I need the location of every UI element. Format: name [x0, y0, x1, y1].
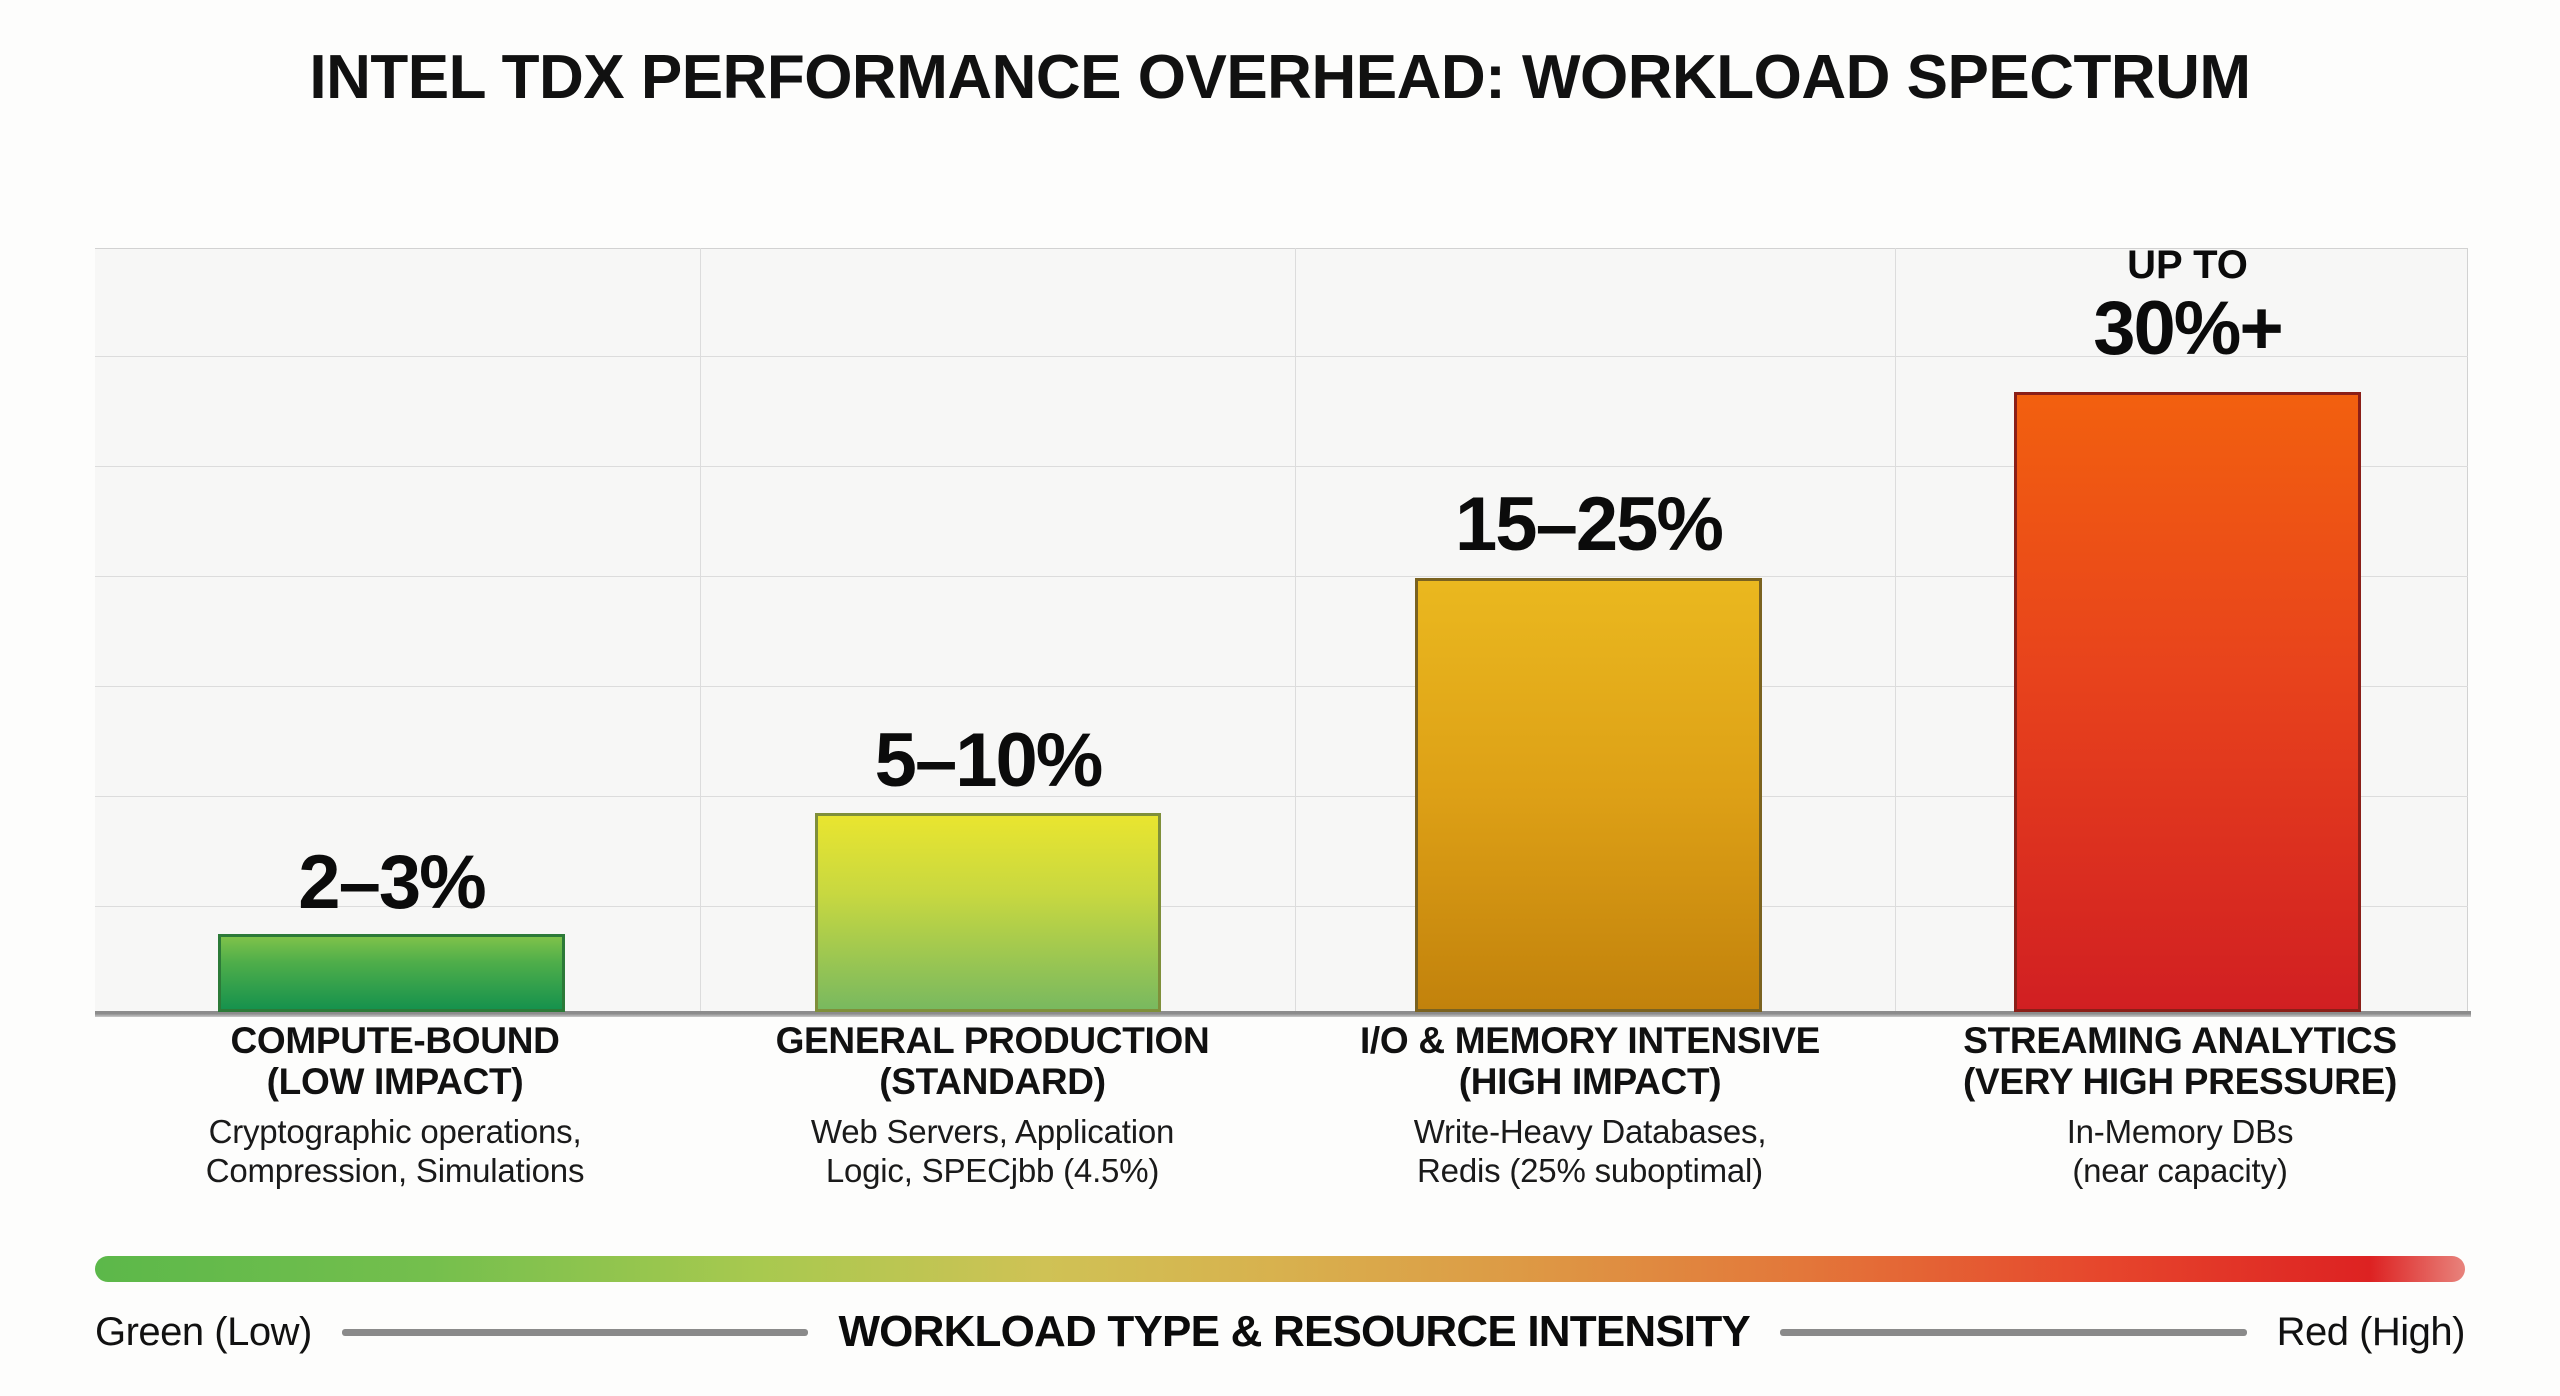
category-description: Web Servers, Application Logic, SPECjbb … — [695, 1113, 1290, 1191]
bar-value-label-general-production: 5–10% — [815, 723, 1161, 799]
gridline-horizontal — [95, 466, 2468, 467]
gridline-horizontal — [95, 356, 2468, 357]
bar-value-kicker: UP TO — [2127, 243, 2248, 287]
category-desc-line1: Cryptographic operations, — [208, 1112, 582, 1150]
bar-value-text: 15–25% — [1455, 482, 1724, 567]
gridline-vertical — [1895, 248, 1896, 1012]
x-axis-category-labels: COMPUTE-BOUND (LOW IMPACT) Cryptographic… — [95, 1020, 2471, 1200]
category-description: Write-Heavy Databases, Redis (25% subopt… — [1290, 1113, 1890, 1191]
category-title: COMPUTE-BOUND (LOW IMPACT) — [95, 1020, 695, 1103]
gridline-horizontal — [95, 796, 2468, 797]
category-title: STREAMING ANALYTICS (VERY HIGH PRESSURE) — [1885, 1020, 2475, 1103]
category-compute-bound: COMPUTE-BOUND (LOW IMPACT) Cryptographic… — [95, 1020, 695, 1191]
legend-low-label: Green (Low) — [95, 1309, 312, 1354]
category-title: I/O & MEMORY INTENSIVE (HIGH IMPACT) — [1290, 1020, 1890, 1103]
category-desc-line2: Redis (25% suboptimal) — [1417, 1151, 1763, 1189]
x-axis-title: WORKLOAD TYPE & RESOURCE INTENSITY — [838, 1307, 1750, 1356]
category-title-line1: COMPUTE-BOUND — [230, 1020, 560, 1061]
gridline-horizontal — [95, 576, 2468, 577]
bar-compute-bound[interactable] — [218, 934, 565, 1012]
bar-io-memory-intensive[interactable] — [1415, 578, 1762, 1012]
category-title-line1: I/O & MEMORY INTENSIVE — [1359, 1020, 1821, 1061]
category-title-line2: (HIGH IMPACT) — [1458, 1061, 1722, 1103]
axis-legend-row: Green (Low) WORKLOAD TYPE & RESOURCE INT… — [95, 1300, 2466, 1364]
category-title-line2: (STANDARD) — [879, 1061, 1106, 1103]
category-streaming-analytics: STREAMING ANALYTICS (VERY HIGH PRESSURE)… — [1885, 1020, 2475, 1191]
plot-right-border — [2467, 248, 2468, 1012]
category-general-production: GENERAL PRODUCTION (STANDARD) Web Server… — [695, 1020, 1290, 1191]
bar-value-text: 2–3% — [298, 840, 486, 925]
bar-general-production[interactable] — [815, 813, 1161, 1012]
gridline-horizontal — [95, 906, 2468, 907]
legend-high-label: Red (High) — [2276, 1309, 2466, 1354]
bar-value-text: 5–10% — [874, 718, 1104, 803]
category-title: GENERAL PRODUCTION (STANDARD) — [695, 1020, 1290, 1103]
legend-rule-right — [1779, 1328, 2247, 1336]
category-description: Cryptographic operations, Compression, S… — [95, 1113, 695, 1191]
gridlines — [95, 248, 2468, 1012]
bar-streaming-analytics[interactable] — [2014, 392, 2361, 1012]
category-description: In-Memory DBs (near capacity) — [1885, 1113, 2475, 1191]
legend-rule-left — [341, 1328, 809, 1336]
category-desc-line1: Web Servers, Application — [810, 1112, 1175, 1150]
category-title-line2: (VERY HIGH PRESSURE) — [1963, 1061, 2397, 1103]
category-desc-line1: Write-Heavy Databases, — [1413, 1112, 1767, 1150]
category-title-line1: GENERAL PRODUCTION — [775, 1020, 1210, 1061]
bar-value-label-streaming-analytics: UP TO 30%+ — [2014, 245, 2361, 367]
plot-top-border — [95, 248, 2468, 249]
category-desc-line2: (near capacity) — [2072, 1151, 2288, 1189]
intensity-gradient-bar — [95, 1256, 2465, 1282]
category-desc-line2: Compression, Simulations — [205, 1151, 585, 1189]
category-desc-line2: Logic, SPECjbb (4.5%) — [825, 1151, 1160, 1189]
category-title-line2: (LOW IMPACT) — [266, 1061, 524, 1103]
category-io-memory-intensive: I/O & MEMORY INTENSIVE (HIGH IMPACT) Wri… — [1290, 1020, 1890, 1191]
bar-value-label-io-memory-intensive: 15–25% — [1415, 487, 1762, 563]
page-title: INTEL TDX PERFORMANCE OVERHEAD: WORKLOAD… — [309, 43, 2251, 112]
category-title-line1: STREAMING ANALYTICS — [1963, 1020, 2397, 1061]
x-axis-baseline — [95, 1011, 2471, 1017]
gridline-vertical — [700, 248, 701, 1012]
bar-value-label-compute-bound: 2–3% — [218, 845, 565, 921]
gridline-horizontal — [95, 686, 2468, 687]
bar-value-text: 30%+ — [2093, 286, 2283, 371]
gridline-vertical — [1295, 248, 1296, 1012]
category-desc-line1: In-Memory DBs — [2066, 1112, 2294, 1150]
